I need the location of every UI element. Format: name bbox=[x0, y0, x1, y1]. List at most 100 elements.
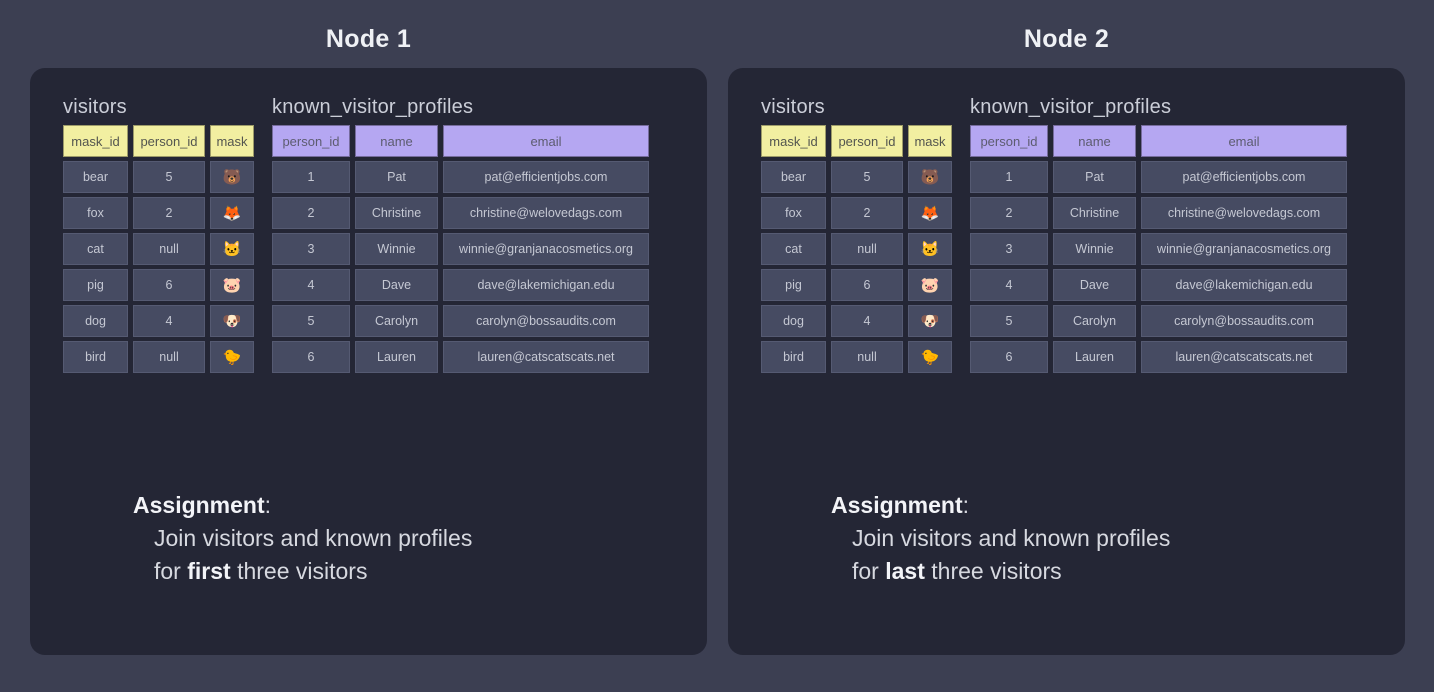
table-row: bird null 🐤 bbox=[63, 341, 254, 373]
cell-person_id: 2 bbox=[831, 197, 903, 229]
cell-person_id: 2 bbox=[970, 197, 1048, 229]
column-header-mask_id: mask_id bbox=[761, 125, 826, 157]
cell-name: Lauren bbox=[355, 341, 438, 373]
header-row: person_id name email bbox=[272, 125, 649, 157]
cell-mask: 🐷 bbox=[908, 269, 952, 301]
node-1-visitors-table-group: visitors mask_id person_id mask bear 5 🐻 fox 2 🦊… bbox=[63, 96, 254, 373]
cell-person_id: null bbox=[831, 341, 903, 373]
cell-mask: 🐱 bbox=[908, 233, 952, 265]
cell-mask_id: bird bbox=[63, 341, 128, 373]
cell-mask_id: cat bbox=[761, 233, 826, 265]
assignment-line-2-emphasis: last bbox=[885, 558, 925, 584]
cell-email: christine@welovedags.com bbox=[443, 197, 649, 229]
column-header-mask: mask bbox=[210, 125, 254, 157]
cell-name: Carolyn bbox=[1053, 305, 1136, 337]
cell-mask_id: fox bbox=[761, 197, 826, 229]
table-row: bear 5 🐻 bbox=[63, 161, 254, 193]
assignment-heading-label: Assignment bbox=[133, 492, 265, 518]
assignment-heading: Assignment: bbox=[133, 489, 697, 522]
assignment-line-2-suffix: three visitors bbox=[924, 558, 1062, 584]
cell-email: dave@lakemichigan.edu bbox=[1141, 269, 1347, 301]
table-row: 4 Dave dave@lakemichigan.edu bbox=[970, 269, 1347, 301]
node-1-title: Node 1 bbox=[325, 25, 412, 53]
cell-email: christine@welovedags.com bbox=[1141, 197, 1347, 229]
column-header-name: name bbox=[355, 125, 438, 157]
column-header-email: email bbox=[1141, 125, 1347, 157]
assignment-line-2: for last three visitors bbox=[852, 555, 1395, 588]
cell-mask_id: bear bbox=[761, 161, 826, 193]
header-row: mask_id person_id mask bbox=[761, 125, 952, 157]
cell-mask: 🐶 bbox=[210, 305, 254, 337]
column-header-person_id: person_id bbox=[272, 125, 350, 157]
cell-mask: 🐱 bbox=[210, 233, 254, 265]
cell-mask: 🐤 bbox=[908, 341, 952, 373]
cell-person_id: 5 bbox=[970, 305, 1048, 337]
cell-mask: 🦊 bbox=[210, 197, 254, 229]
cell-name: Pat bbox=[355, 161, 438, 193]
cell-person_id: 4 bbox=[272, 269, 350, 301]
node-2-title: Node 2 bbox=[1023, 25, 1110, 53]
visitors-table: mask_id person_id mask bear 5 🐻 fox 2 🦊 cat null 🐱 p… bbox=[58, 121, 259, 377]
node-2-visitors-table-group: visitors mask_id person_id mask bear 5 🐻 fox 2 🦊… bbox=[761, 96, 952, 373]
cell-person_id: 5 bbox=[272, 305, 350, 337]
cell-name: Pat bbox=[1053, 161, 1136, 193]
column-header-person_id: person_id bbox=[970, 125, 1048, 157]
table-row: bird null 🐤 bbox=[761, 341, 952, 373]
table-row: dog 4 🐶 bbox=[761, 305, 952, 337]
column-header-name: name bbox=[1053, 125, 1136, 157]
cell-name: Winnie bbox=[355, 233, 438, 265]
cell-person_id: 6 bbox=[970, 341, 1048, 373]
cell-mask: 🐶 bbox=[908, 305, 952, 337]
table-row: cat null 🐱 bbox=[63, 233, 254, 265]
cell-mask: 🐤 bbox=[210, 341, 254, 373]
cell-person_id: 4 bbox=[133, 305, 205, 337]
table-row: pig 6 🐷 bbox=[63, 269, 254, 301]
node-1-section: Node 1 visitors mask_id person_id mask bear… bbox=[30, 0, 707, 692]
cell-name: Dave bbox=[1053, 269, 1136, 301]
cell-person_id: null bbox=[133, 341, 205, 373]
table-row: fox 2 🦊 bbox=[63, 197, 254, 229]
cell-mask: 🐻 bbox=[210, 161, 254, 193]
known-visitor-profiles-table-title: known_visitor_profiles bbox=[272, 96, 474, 118]
cell-mask_id: dog bbox=[761, 305, 826, 337]
cell-person_id: 4 bbox=[970, 269, 1048, 301]
cell-person_id: 3 bbox=[272, 233, 350, 265]
assignment-heading-label: Assignment bbox=[831, 492, 963, 518]
table-row: dog 4 🐶 bbox=[63, 305, 254, 337]
table-row: 3 Winnie winnie@granjanacosmetics.org bbox=[970, 233, 1347, 265]
cell-mask_id: bird bbox=[761, 341, 826, 373]
cell-person_id: 1 bbox=[970, 161, 1048, 193]
cell-mask_id: fox bbox=[63, 197, 128, 229]
assignment-line-1: Join visitors and known profiles bbox=[154, 525, 473, 551]
cell-email: winnie@granjanacosmetics.org bbox=[443, 233, 649, 265]
table-row: 2 Christine christine@welovedags.com bbox=[272, 197, 649, 229]
cell-email: carolyn@bossaudits.com bbox=[1141, 305, 1347, 337]
cell-person_id: 6 bbox=[831, 269, 903, 301]
cell-email: winnie@granjanacosmetics.org bbox=[1141, 233, 1347, 265]
cell-person_id: null bbox=[133, 233, 205, 265]
cell-person_id: 5 bbox=[831, 161, 903, 193]
cell-person_id: 4 bbox=[831, 305, 903, 337]
table-row: 2 Christine christine@welovedags.com bbox=[970, 197, 1347, 229]
table-row: 1 Pat pat@efficientjobs.com bbox=[272, 161, 649, 193]
table-row: 1 Pat pat@efficientjobs.com bbox=[970, 161, 1347, 193]
header-row: mask_id person_id mask bbox=[63, 125, 254, 157]
cell-person_id: 2 bbox=[133, 197, 205, 229]
assignment-heading-colon: : bbox=[264, 492, 272, 518]
assignment-line-2-emphasis: first bbox=[187, 558, 231, 584]
node-1-assignment: Assignment: Join visitors and known prof… bbox=[133, 489, 697, 588]
table-row: pig 6 🐷 bbox=[761, 269, 952, 301]
column-header-mask_id: mask_id bbox=[63, 125, 128, 157]
assignment-line-2-prefix: for bbox=[154, 558, 188, 584]
cell-person_id: null bbox=[831, 233, 903, 265]
cell-email: pat@efficientjobs.com bbox=[1141, 161, 1347, 193]
cell-person_id: 1 bbox=[272, 161, 350, 193]
table-row: 5 Carolyn carolyn@bossaudits.com bbox=[272, 305, 649, 337]
known-visitor-profiles-table: person_id name email 1 Pat pat@efficientjobs.… bbox=[965, 121, 1352, 377]
known-visitor-profiles-table: person_id name email 1 Pat pat@efficientjobs.… bbox=[267, 121, 654, 377]
visitors-table: mask_id person_id mask bear 5 🐻 fox 2 🦊 cat null 🐱 p… bbox=[756, 121, 957, 377]
cell-person_id: 2 bbox=[272, 197, 350, 229]
node-2-profiles-table-group: known_visitor_profiles person_id name emai… bbox=[970, 96, 1347, 373]
cell-email: lauren@catscatscats.net bbox=[1141, 341, 1347, 373]
